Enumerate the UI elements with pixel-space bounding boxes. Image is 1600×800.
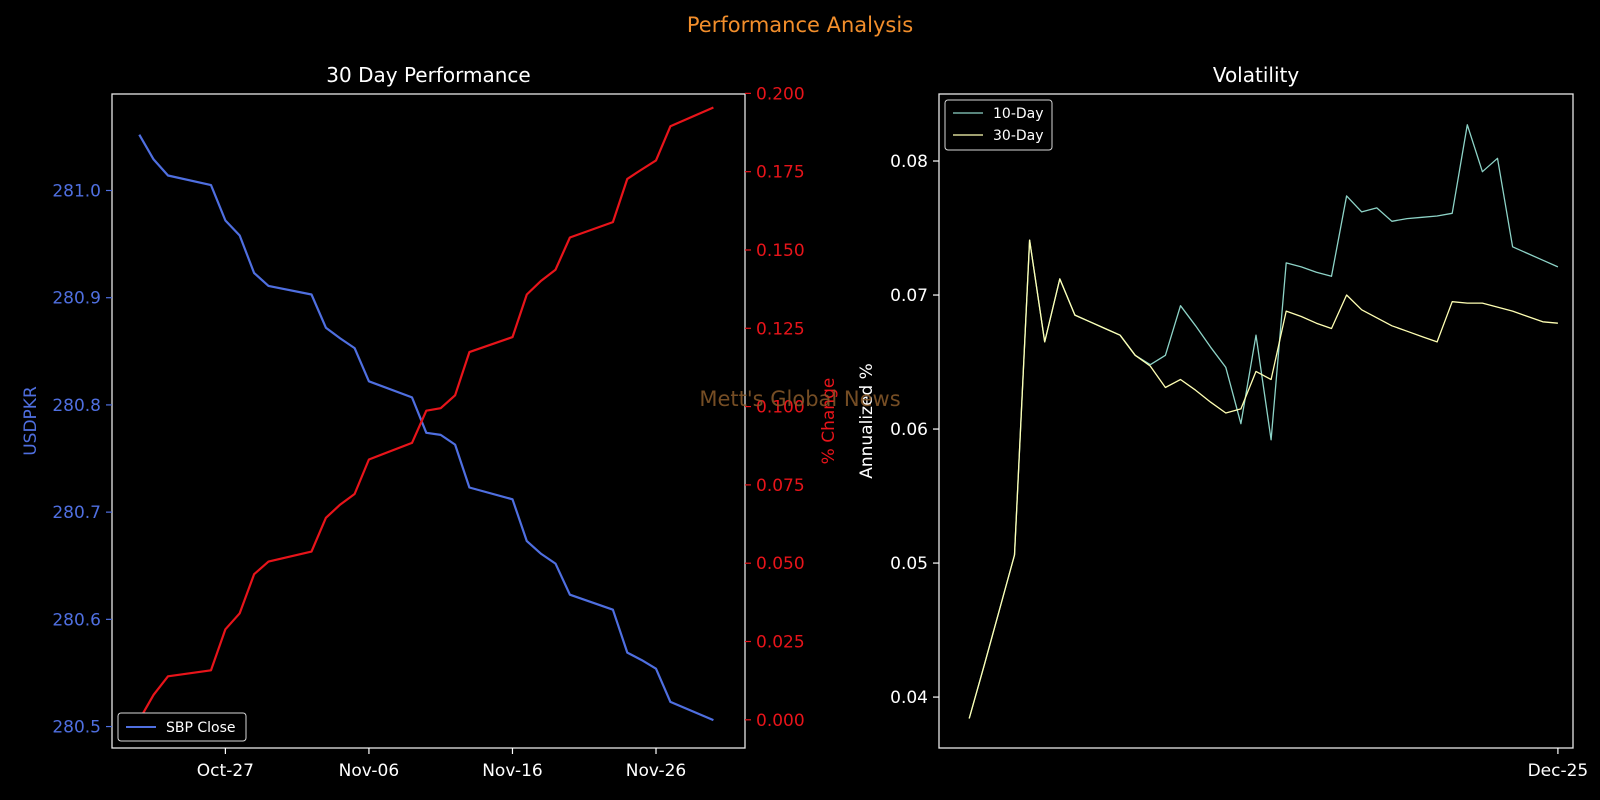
pct-change-tick-label: 0.175 bbox=[756, 163, 805, 183]
vol-date-tick-label: Dec-25 bbox=[1528, 761, 1589, 781]
annualized-tick-label: 0.04 bbox=[890, 688, 928, 708]
annualized-tick-label: 0.08 bbox=[890, 152, 928, 172]
pct-change-tick-label: 0.000 bbox=[756, 711, 805, 731]
usdpkr-tick-label: 280.9 bbox=[52, 289, 101, 309]
annualized-axis-ticks: 0.04 0.05 0.06 0.07 0.08 bbox=[890, 152, 939, 708]
volatility-legend[interactable]: 10-Day 30-Day bbox=[944, 99, 1053, 151]
pct-change-tick-label: 0.075 bbox=[756, 476, 805, 496]
pct-change-tick-label: 0.100 bbox=[756, 398, 805, 418]
legend-10-day-label: 10-Day bbox=[993, 106, 1044, 122]
usdpkr-axis-label: USDPKR bbox=[21, 386, 41, 456]
performance-chart: 30 Day Performance 280.5280.6280.7280.82… bbox=[21, 63, 839, 781]
legend-sbp-close-label: SBP Close bbox=[166, 720, 236, 736]
watermark-text: Mett's Global News bbox=[699, 387, 900, 411]
date-tick-label: Oct-27 bbox=[197, 761, 254, 781]
pct-change-tick-label: 0.150 bbox=[756, 241, 805, 261]
pct-change-axis-label: % Change bbox=[819, 378, 839, 465]
volatility-date-ticks: Dec-25 bbox=[1528, 748, 1589, 781]
date-tick-label: Nov-26 bbox=[626, 761, 687, 781]
performance-chart-title: 30 Day Performance bbox=[326, 63, 530, 87]
vol-30-day-line bbox=[968, 239, 1558, 719]
annualized-tick-label: 0.06 bbox=[890, 420, 928, 440]
sbp-close-line bbox=[138, 134, 714, 722]
date-tick-label: Nov-16 bbox=[482, 761, 543, 781]
annualized-tick-label: 0.05 bbox=[890, 554, 928, 574]
date-tick-label: Nov-06 bbox=[339, 761, 400, 781]
performance-legend[interactable]: SBP Close bbox=[117, 712, 247, 742]
pct-change-tick-label: 0.025 bbox=[756, 633, 805, 653]
pct-change-line bbox=[138, 106, 714, 721]
pct-change-tick-label: 0.125 bbox=[756, 319, 805, 339]
usdpkr-axis-ticks: 280.5 280.6 280.7 280.8 280.9 281.0 bbox=[52, 181, 112, 738]
annualized-axis-label: Annualized % bbox=[857, 363, 877, 479]
performance-date-ticks: Oct-27 Nov-06 Nov-16 Nov-26 bbox=[197, 748, 686, 781]
volatility-chart: Volatility 0.04 0.05 0.06 0.07 0.08 Dec-25 A… bbox=[857, 63, 1588, 781]
usdpkr-tick-label: 280.8 bbox=[52, 396, 101, 416]
usdpkr-tick-label: 280.6 bbox=[52, 610, 101, 630]
pct-change-tick-label: 0.200 bbox=[756, 84, 805, 104]
performance-plot-area bbox=[138, 106, 714, 722]
volatility-chart-title: Volatility bbox=[1213, 63, 1300, 87]
usdpkr-tick-label: 280.7 bbox=[52, 503, 101, 523]
volatility-axes-frame bbox=[938, 93, 1574, 749]
pct-change-axis-ticks: 0.000 0.025 0.050 0.075 0.100 0.125 0.150 0.175… bbox=[745, 84, 805, 731]
performance-axes-frame bbox=[111, 93, 746, 749]
legend-30-day-label: 30-Day bbox=[993, 128, 1044, 144]
pct-change-tick-label: 0.050 bbox=[756, 554, 805, 574]
vol-10-day-line bbox=[968, 124, 1559, 719]
usdpkr-tick-label: 281.0 bbox=[52, 181, 101, 201]
usdpkr-tick-label: 280.5 bbox=[52, 718, 101, 738]
performance-legend-box bbox=[117, 712, 247, 742]
annualized-tick-label: 0.07 bbox=[890, 286, 928, 306]
figure-suptitle: Performance Analysis bbox=[687, 13, 913, 37]
volatility-plot-area bbox=[968, 124, 1559, 719]
